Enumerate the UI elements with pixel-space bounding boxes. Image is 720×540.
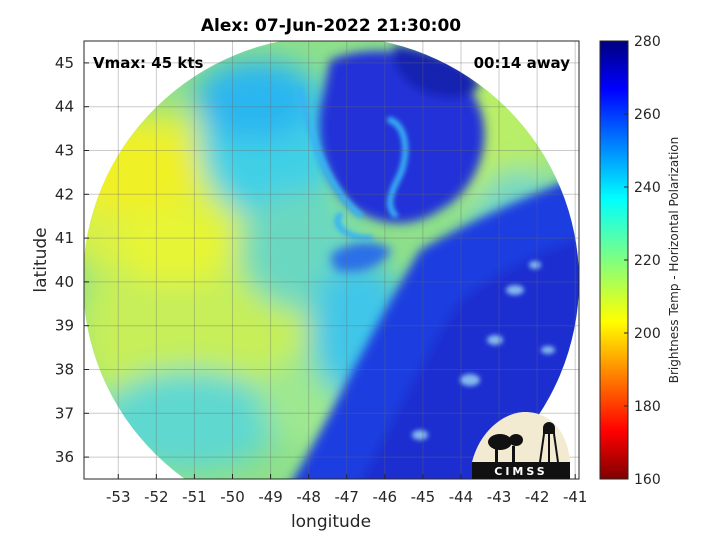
colorbar-tick-label: 260	[634, 107, 661, 123]
chart-title: Alex: 07-Jun-2022 21:30:00	[201, 16, 461, 36]
y-axis-label: latitude	[31, 227, 51, 292]
y-tick-label: 37	[55, 404, 74, 422]
y-tick-label: 42	[55, 185, 74, 203]
x-tick-label: -52	[144, 488, 169, 506]
y-tick-label: 45	[55, 54, 74, 72]
x-tick-label: -47	[334, 488, 359, 506]
vmax-annotation: Vmax: 45 kts	[93, 54, 203, 72]
y-tick-label: 43	[55, 142, 74, 160]
colorbar-tick-label: 280	[634, 34, 661, 50]
grid-lines	[84, 41, 579, 479]
colorbar-tick-label: 220	[634, 253, 661, 269]
y-tick-label: 36	[55, 448, 74, 466]
colorbar-tick-label: 160	[634, 472, 661, 488]
x-axis-label: longitude	[291, 512, 371, 532]
y-tick-label: 38	[55, 361, 74, 379]
colorbar-tick-label: 240	[634, 180, 661, 196]
x-tick-label: -53	[106, 488, 131, 506]
x-tick-labels: -53 -52 -51 -50 -49 -48 -47 -46 -45 -44 -43 -42 -41	[106, 488, 587, 506]
x-tick-label: -46	[373, 488, 398, 506]
x-tick-label: -48	[296, 488, 321, 506]
x-tick-label: -50	[220, 488, 245, 506]
colorbar: 160 180 200 220 240 260 280 Brightness Temp - …	[599, 34, 681, 488]
colorbar-tick-label: 200	[634, 326, 661, 342]
y-tick-label: 44	[55, 98, 74, 116]
x-tick-label: -45	[411, 488, 436, 506]
y-tick-labels: 36 37 38 39 40 41 42 43 44 45	[55, 54, 74, 466]
svg-text:CIMSS: CIMSS	[494, 465, 547, 478]
colorbar-gradient	[599, 40, 629, 480]
x-tick-label: -41	[563, 488, 588, 506]
axes-frame	[83, 40, 580, 480]
cimss-logo: CIMSS	[472, 412, 570, 479]
time-away-annotation: 00:14 away	[474, 54, 571, 72]
colorbar-label: Brightness Temp - Horizontal Polarizatio…	[667, 137, 681, 384]
y-tick-label: 40	[55, 273, 74, 291]
x-tick-label: -49	[258, 488, 283, 506]
colorbar-tick-label: 180	[634, 399, 661, 415]
x-tick-label: -44	[449, 488, 474, 506]
y-tick-label: 41	[55, 229, 74, 247]
x-tick-label: -51	[182, 488, 207, 506]
x-tick-label: -42	[525, 488, 550, 506]
y-tick-label: 39	[55, 317, 74, 335]
colorbar-ticks: 160 180 200 220 240 260 280	[624, 34, 661, 488]
x-tick-label: -43	[487, 488, 512, 506]
